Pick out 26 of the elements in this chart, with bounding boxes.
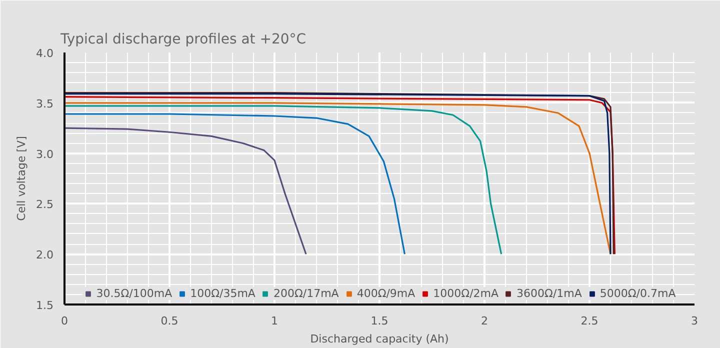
x-tick-label: 0	[61, 314, 68, 328]
x-tick-label: 1.5	[370, 314, 388, 328]
legend-label: 5000Ω/0.7mA	[600, 287, 676, 300]
legend-label: 30.5Ω/100mA	[96, 287, 172, 300]
x-tick-label: 2	[481, 314, 488, 328]
legend-label: 3600Ω/1mA	[516, 287, 582, 300]
y-tick-label: 4.0	[36, 47, 54, 60]
chart-title: Typical discharge profiles at +20°C	[60, 32, 306, 48]
line-series	[64, 105, 502, 255]
y-axis-title: Cell voltage [V]	[15, 136, 28, 221]
x-tick-label: 3	[691, 314, 698, 328]
y-tick-label: 1.5	[36, 299, 54, 312]
y-tick-label: 3.5	[36, 97, 54, 110]
legend-label: 200Ω/17mA	[273, 287, 339, 300]
line-series	[64, 113, 406, 255]
x-tick-label: 1	[271, 314, 278, 328]
x-tick-label: 2.5	[580, 314, 598, 328]
x-axis-title: Discharged capacity (Ah)	[310, 332, 449, 346]
legend-label: 1000Ω/2mA	[433, 287, 499, 300]
legend-label: 100Ω/35mA	[190, 287, 256, 300]
legend-label: 400Ω/9mA	[356, 287, 416, 300]
line-series	[64, 127, 307, 255]
y-tick-label: 2.5	[36, 198, 54, 212]
y-tick-label: 2.0	[36, 248, 54, 262]
y-tick-label: 3.0	[36, 148, 54, 161]
x-tick-label: 0.5	[160, 314, 178, 328]
